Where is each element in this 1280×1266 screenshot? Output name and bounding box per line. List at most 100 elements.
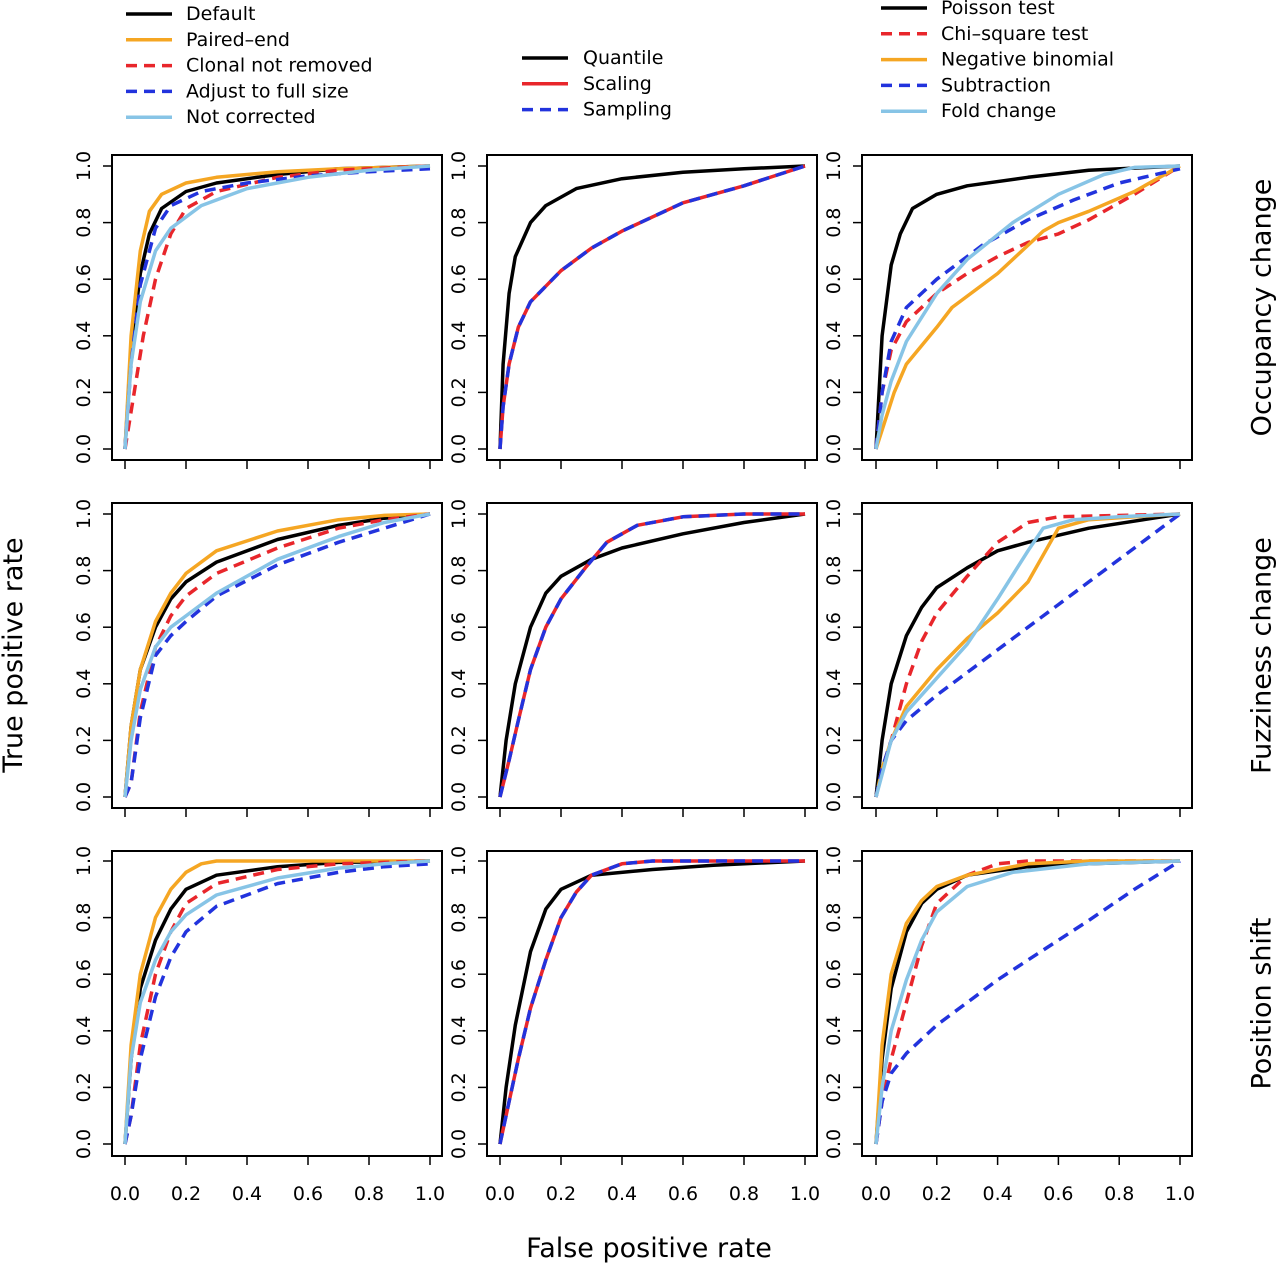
panel-r1-c2: 0.0 0.2 0.4 0.6 0.8 1.0 — [448, 151, 818, 469]
series-negative-binomial-line — [874, 512, 1181, 798]
legend-label-not-corrected: Not corrected — [186, 106, 316, 128]
y-tick-label: 0.0 — [823, 1129, 845, 1159]
series-scaling-line — [498, 164, 806, 450]
y-tick-label: 1.0 — [823, 846, 845, 876]
panel-r2-c3: 0.0 0.2 0.4 0.6 0.8 1.0 — [823, 499, 1193, 817]
y-tick-label: 0.4 — [448, 321, 470, 351]
y-tick-label: 0.8 — [823, 207, 845, 237]
legend-label-quantile: Quantile — [583, 47, 663, 69]
series-chi-square-test-line — [874, 512, 1181, 798]
y-tick-label: 0.0 — [448, 434, 470, 464]
x-tick-label: 0.0 — [110, 1183, 140, 1205]
legend-label-default: Default — [186, 3, 255, 25]
series-chi-square-test-line — [874, 164, 1181, 450]
legend-label-fold-change: Fold change — [941, 100, 1056, 122]
x-tick-label: 0.8 — [354, 1183, 384, 1205]
plot-frame — [861, 850, 1193, 1157]
y-tick-label: 0.6 — [73, 959, 95, 989]
legend-label-paired-end: Paired–end — [186, 29, 290, 51]
series-default-line — [123, 164, 431, 450]
legend-label-poisson-test: Poisson test — [941, 0, 1055, 19]
x-tick-label: 0.6 — [668, 1183, 698, 1205]
series-default-line — [123, 859, 431, 1145]
panel-r3-c2: 0.0 0.2 0.4 0.6 0.8 1.0 0.0 0.2 0.4 0.6 0.8 1.0 — [448, 846, 820, 1205]
series-subtraction-line — [874, 859, 1181, 1145]
y-tick-label: 0.0 — [823, 434, 845, 464]
y-tick-label: 1.0 — [448, 846, 470, 876]
legend-label-negative-binomial: Negative binomial — [941, 49, 1114, 71]
panel-r3-c1: 0.0 0.2 0.4 0.6 0.8 1.0 0.0 0.2 0.4 0.6 0.8 1.0 — [73, 846, 445, 1205]
y-tick-label: 0.4 — [448, 669, 470, 699]
series-paired-end-line — [123, 859, 430, 1145]
plot-frame — [111, 502, 443, 809]
y-tick-label: 0.4 — [823, 321, 845, 351]
row-title-occupancy-change: Occupancy change — [1247, 179, 1278, 437]
legends: Default Paired–end Clonal not removed Adjus… — [126, 0, 1114, 128]
y-tick-label: 1.0 — [73, 846, 95, 876]
x-tick-label: 0.2 — [546, 1183, 576, 1205]
legend-label-sampling: Sampling — [583, 99, 672, 121]
panel-r1-c1: 0.0 0.2 0.4 0.6 0.8 1.0 — [73, 151, 443, 469]
y-tick-label: 0.2 — [448, 725, 470, 755]
x-tick-label: 0.4 — [982, 1183, 1012, 1205]
series-negative-binomial-line — [874, 164, 1181, 450]
y-tick-label: 0.8 — [73, 555, 95, 585]
panel-r2-c2: 0.0 0.2 0.4 0.6 0.8 1.0 — [448, 499, 818, 817]
panel-r3-c3: 0.0 0.2 0.4 0.6 0.8 1.0 0.0 0.2 0.4 0.6 0.8 1.0 — [823, 846, 1195, 1205]
series-not-corrected-line — [123, 164, 431, 450]
panel-r2-c1: 0.0 0.2 0.4 0.6 0.8 1.0 — [73, 499, 443, 817]
panel-r1-c3: 0.0 0.2 0.4 0.6 0.8 1.0 — [823, 151, 1193, 469]
legend-label-subtraction: Subtraction — [941, 74, 1051, 96]
y-tick-label: 1.0 — [73, 151, 95, 181]
y-axis-title: True positive rate — [0, 537, 29, 773]
legend-label-adjust-to-full-size: Adjust to full size — [186, 80, 349, 102]
y-tick-label: 0.8 — [823, 555, 845, 585]
y-tick-label: 0.2 — [448, 1072, 470, 1102]
series-not-corrected-line — [123, 859, 431, 1145]
series-quantile-line — [498, 164, 806, 450]
y-tick-label: 0.0 — [448, 1129, 470, 1159]
legend-column-3: Poisson test Chi–square test Negative bino… — [881, 0, 1114, 122]
x-tick-label: 1.0 — [790, 1183, 820, 1205]
roc-panel-grid: 0.00.20.40.60.81.00.00.20.40.60.81.00.00… — [73, 151, 1195, 1205]
y-tick-label: 0.6 — [823, 612, 845, 642]
x-tick-label: 0.6 — [1043, 1183, 1073, 1205]
plot-frame — [861, 502, 1193, 809]
y-tick-label: 0.6 — [448, 959, 470, 989]
y-tick-label: 0.2 — [73, 725, 95, 755]
x-tick-label: 0.0 — [485, 1183, 515, 1205]
y-tick-label: 0.4 — [73, 321, 95, 351]
series-poisson-test-line — [874, 164, 1181, 450]
series-quantile-line — [498, 512, 806, 798]
series-not-corrected-line — [123, 512, 431, 798]
plot-frame — [486, 154, 818, 461]
x-axis-title: False positive rate — [526, 1233, 772, 1264]
y-tick-label: 0.6 — [73, 264, 95, 294]
x-tick-label: 0.0 — [861, 1183, 891, 1205]
series-subtraction-line — [874, 512, 1182, 798]
y-tick-label: 0.8 — [823, 902, 845, 932]
series-scaling-line — [498, 512, 805, 798]
y-tick-label: 0.4 — [448, 1016, 470, 1046]
series-clonal-not-removed-line — [123, 859, 431, 1145]
series-clonal-not-removed-line — [123, 164, 431, 450]
x-tick-label: 0.8 — [1104, 1183, 1134, 1205]
legend-label-chi-square-test: Chi–square test — [941, 23, 1088, 45]
series-fold-change-line — [874, 859, 1181, 1145]
y-tick-label: 1.0 — [823, 499, 845, 529]
y-tick-label: 0.4 — [73, 1016, 95, 1046]
y-tick-label: 0.6 — [823, 264, 845, 294]
plot-frame — [486, 850, 818, 1157]
row-titles: Occupancy change Fuzziness change Position… — [1247, 179, 1278, 1090]
y-tick-label: 0.6 — [448, 612, 470, 642]
y-tick-label: 0.0 — [448, 782, 470, 812]
y-tick-label: 0.6 — [73, 612, 95, 642]
series-adjust-to-full-size-line — [123, 862, 431, 1145]
series-quantile-line — [498, 859, 806, 1145]
x-tick-label: 0.4 — [607, 1183, 637, 1205]
series-scaling-line — [498, 859, 805, 1145]
y-tick-label: 0.2 — [73, 377, 95, 407]
plot-frame — [486, 502, 818, 809]
y-tick-label: 0.8 — [448, 902, 470, 932]
